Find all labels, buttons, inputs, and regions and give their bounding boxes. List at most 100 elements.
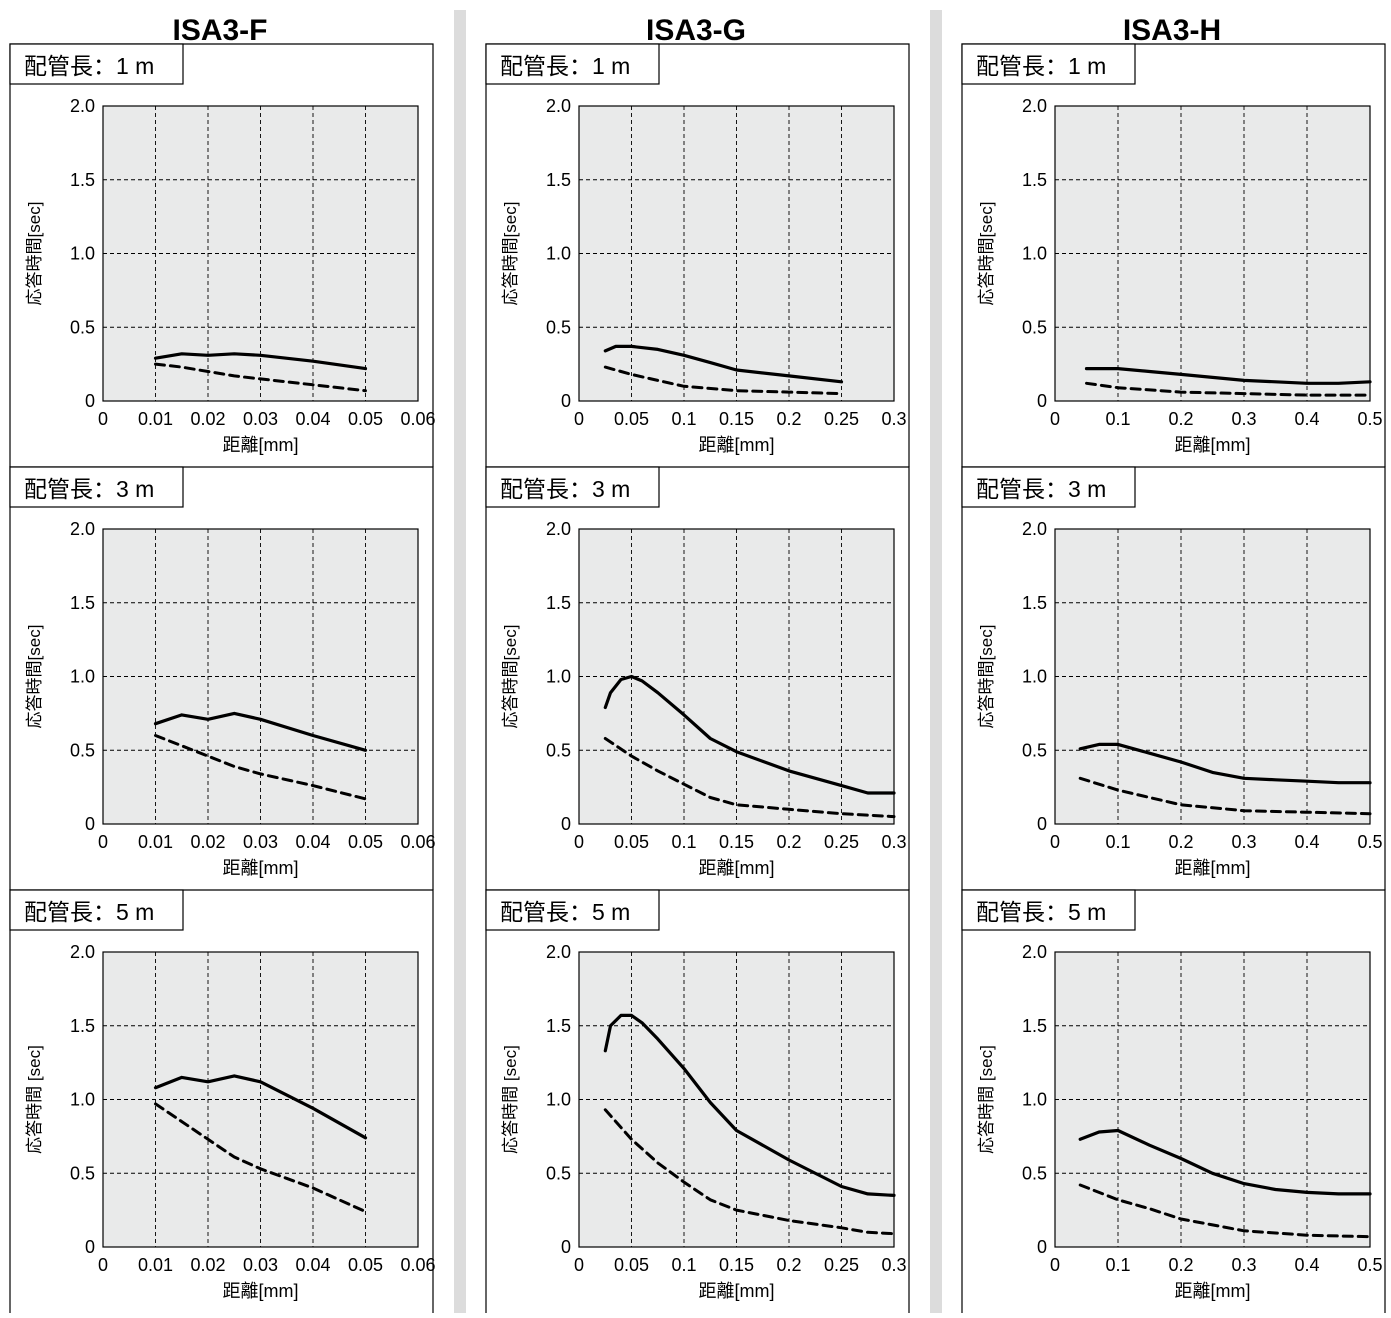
x-tick-label: 0.02	[190, 1255, 225, 1275]
column-separator	[454, 10, 466, 1313]
x-tick-label: 0	[574, 832, 584, 852]
y-tick-label: 1.0	[546, 244, 571, 264]
y-tick-label: 2.0	[1022, 96, 1047, 116]
x-tick-label: 0.03	[243, 1255, 278, 1275]
x-tick-label: 0.05	[614, 409, 649, 429]
x-tick-label: 0.25	[824, 409, 859, 429]
y-tick-label: 1.0	[546, 1090, 571, 1110]
y-tick-label: 0	[1037, 391, 1047, 411]
y-tick-label: 0.5	[70, 740, 95, 760]
x-tick-label: 0.1	[671, 832, 696, 852]
panel-label: 配管長：3 m	[24, 476, 154, 502]
x-axis-label: 距離[mm]	[1175, 1281, 1251, 1301]
plot-border	[1054, 105, 1371, 402]
x-axis-label: 距離[mm]	[699, 1281, 775, 1301]
x-tick-label: 0.3	[881, 832, 906, 852]
x-tick-label: 0.04	[295, 1255, 330, 1275]
panel-label-box	[9, 466, 184, 508]
x-tick-label: 0.2	[1168, 1255, 1193, 1275]
y-tick-label: 0.5	[70, 1163, 95, 1183]
x-tick-label: 0.3	[881, 409, 906, 429]
series-line-solid	[1084, 367, 1372, 385]
chart-panel: 配管長：1 m 0 0.01 0.02 0.03 0.04 0.05 0.06 0 0.5 1.0 1…	[9, 43, 436, 467]
y-axis-label: 応答時間[sec]	[501, 202, 520, 306]
y-tick-label: 1.0	[1022, 1090, 1047, 1110]
chart-panel: 配管長：3 m 0 0.1 0.2 0.3 0.4 0.5 0 0.5 1.0 1.5 2.0 距離[m…	[961, 466, 1386, 890]
x-tick-label: 0.4	[1294, 1255, 1319, 1275]
y-axis-label: 応答時間 [sec]	[977, 1045, 996, 1154]
panel-frame	[9, 466, 434, 890]
panel-label-box	[9, 43, 184, 85]
y-tick-label: 2.0	[70, 942, 95, 962]
x-tick-label: 0.15	[719, 1255, 754, 1275]
x-tick-label: 0.2	[1168, 832, 1193, 852]
y-tick-label: 1.5	[546, 170, 571, 190]
x-axis-label: 距離[mm]	[223, 435, 299, 455]
y-axis-label: 応答時間[sec]	[977, 625, 996, 729]
panel-label-box	[961, 889, 1136, 931]
x-tick-label: 0	[1050, 1255, 1060, 1275]
x-tick-label: 0.05	[348, 1255, 383, 1275]
series-line-solid	[1078, 1128, 1372, 1196]
x-tick-label: 0.03	[243, 832, 278, 852]
x-tick-label: 0.5	[1357, 832, 1382, 852]
panel-label-box	[485, 466, 660, 508]
x-tick-label: 0.2	[776, 409, 801, 429]
x-tick-label: 0.04	[295, 832, 330, 852]
x-tick-label: 0.04	[295, 409, 330, 429]
panel-label: 配管長：1 m	[976, 53, 1106, 79]
x-tick-label: 0.01	[138, 832, 173, 852]
x-tick-label: 0.5	[1357, 409, 1382, 429]
plot-border	[578, 951, 895, 1248]
y-tick-label: 0	[1037, 1237, 1047, 1257]
y-tick-label: 0.5	[1022, 740, 1047, 760]
plot-border	[1054, 951, 1371, 1248]
series-line-dashed	[603, 1108, 896, 1236]
chart-panel: 配管長：1 m 0 0.05 0.1 0.15 0.2 0.25 0.3 0 0.5 1.0 1.5 2…	[485, 43, 910, 467]
x-tick-label: 0.1	[671, 1255, 696, 1275]
chart-panel: 配管長：5 m 0 0.05 0.1 0.15 0.2 0.25 0.3 0 0.5 1.0 1.5 2…	[485, 889, 910, 1313]
y-tick-label: 1.0	[1022, 667, 1047, 687]
x-tick-label: 0	[574, 409, 584, 429]
x-axis-label: 距離[mm]	[223, 1281, 299, 1301]
series-line-solid	[603, 344, 844, 384]
x-tick-label: 0.05	[614, 832, 649, 852]
panel-label: 配管長：1 m	[24, 53, 154, 79]
chart-panel: 配管長：1 m 0 0.1 0.2 0.3 0.4 0.5 0 0.5 1.0 1.5 2.0 距離[m…	[961, 43, 1386, 467]
panel-label: 配管長：3 m	[500, 476, 630, 502]
x-tick-label: 0.25	[824, 1255, 859, 1275]
x-axis-label: 距離[mm]	[699, 435, 775, 455]
x-tick-label: 0.3	[1231, 1255, 1256, 1275]
y-tick-label: 1.5	[70, 1016, 95, 1036]
series-line-solid	[153, 1074, 368, 1140]
x-tick-label: 0.01	[138, 1255, 173, 1275]
y-tick-label: 0	[561, 391, 571, 411]
y-tick-label: 1.5	[1022, 593, 1047, 613]
x-tick-label: 0.2	[776, 1255, 801, 1275]
x-tick-label: 0.4	[1294, 832, 1319, 852]
x-tick-label: 0.1	[1105, 1255, 1130, 1275]
y-tick-label: 0	[85, 391, 95, 411]
y-tick-label: 1.0	[546, 667, 571, 687]
x-tick-label: 0	[1050, 409, 1060, 429]
x-tick-label: 0	[574, 1255, 584, 1275]
series-line-solid	[153, 352, 368, 371]
panel-label: 配管長：3 m	[976, 476, 1106, 502]
panel-frame	[961, 889, 1386, 1313]
series-line-solid	[603, 674, 896, 795]
plot-border	[1054, 528, 1371, 825]
y-tick-label: 0.5	[70, 317, 95, 337]
x-tick-label: 0.2	[776, 832, 801, 852]
y-tick-label: 0.5	[546, 317, 571, 337]
y-tick-label: 1.0	[70, 667, 95, 687]
series-line-dashed	[1078, 1183, 1372, 1239]
y-tick-label: 0	[85, 1237, 95, 1257]
column-separator	[930, 10, 942, 1313]
x-axis-label: 距離[mm]	[1175, 435, 1251, 455]
series-line-dashed	[154, 1102, 367, 1214]
panel-label: 配管長：5 m	[976, 899, 1106, 925]
panel-frame	[961, 43, 1386, 467]
x-axis-label: 距離[mm]	[1175, 858, 1251, 878]
x-tick-label: 0	[98, 409, 108, 429]
